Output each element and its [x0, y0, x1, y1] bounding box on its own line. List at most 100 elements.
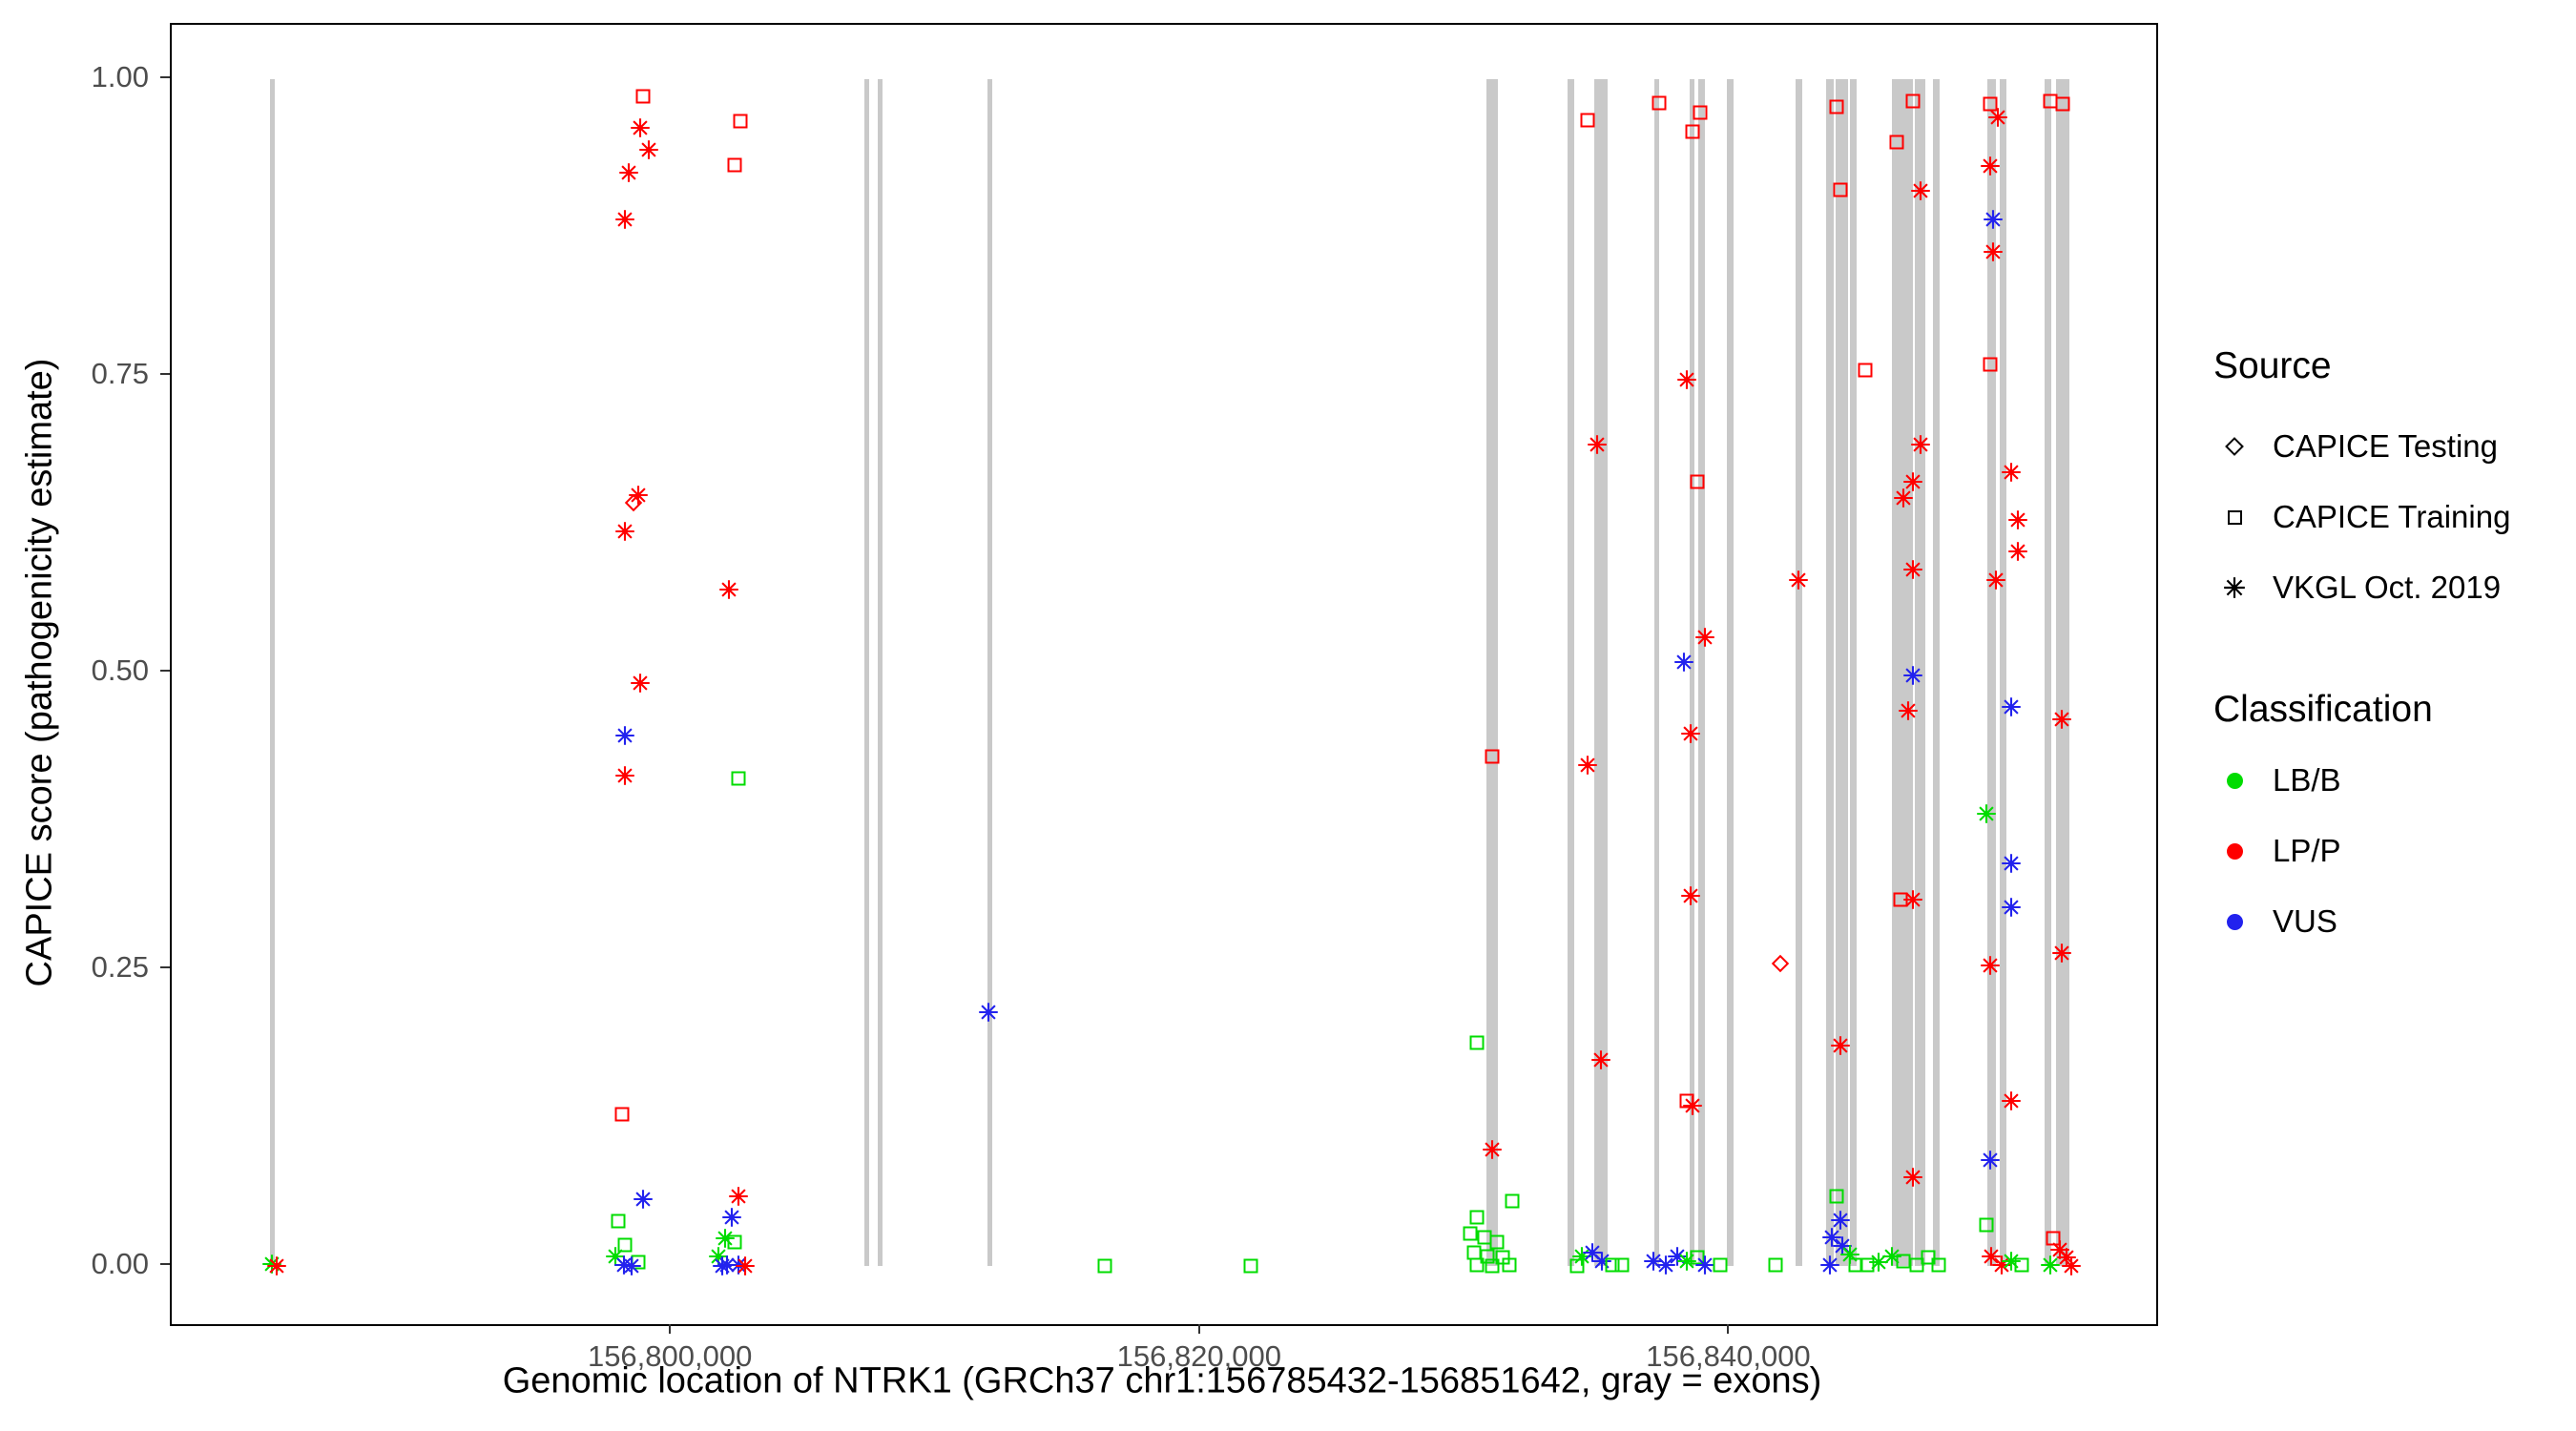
- asterisk-icon: [2213, 575, 2255, 600]
- data-point: [1858, 363, 1873, 378]
- legend-item-lpp: LP/P: [2213, 824, 2510, 878]
- data-point: [1829, 1189, 1844, 1204]
- y-axis: 0.00 0.25 0.50 0.75 1.00: [0, 23, 170, 1322]
- data-point: [1713, 1257, 1728, 1273]
- data-point: [2001, 696, 2023, 718]
- data-point: [1243, 1258, 1258, 1274]
- data-point: [628, 484, 650, 506]
- legend-item-lbb: LB/B: [2213, 754, 2510, 807]
- exon-bar: [2056, 79, 2070, 1267]
- data-point: [1502, 1257, 1517, 1273]
- data-point: [728, 1185, 750, 1207]
- vus-dot-icon: [2213, 913, 2255, 930]
- data-point: [1654, 1254, 1676, 1275]
- data-point: [1829, 1034, 1851, 1056]
- exon-bar: [1486, 79, 1499, 1267]
- data-point: [1694, 1254, 1716, 1275]
- exon-bar: [1850, 79, 1858, 1267]
- data-point: [1979, 1150, 2001, 1172]
- data-point: [2007, 508, 2029, 530]
- data-point: [1605, 1257, 1620, 1273]
- x-tick-mark: [1197, 1324, 1200, 1334]
- data-point: [637, 138, 659, 160]
- exon-bar: [1915, 79, 1925, 1267]
- data-point: [733, 114, 748, 129]
- exon-bar: [1836, 79, 1848, 1267]
- data-point: [1819, 1254, 1841, 1275]
- legend-item-label: VKGL Oct. 2019: [2273, 570, 2502, 605]
- data-point: [977, 1001, 999, 1023]
- data-point: [614, 725, 636, 747]
- data-point: [1485, 749, 1500, 764]
- data-point: [1768, 1257, 1783, 1273]
- data-point: [734, 1255, 756, 1277]
- data-point: [1979, 156, 2001, 177]
- data-point: [717, 579, 739, 601]
- exon-bar: [1698, 79, 1706, 1267]
- y-tick-label: 1.00: [91, 60, 149, 94]
- data-point: [2050, 708, 2072, 730]
- data-point: [1976, 803, 1998, 825]
- x-tick-label: 156,840,000: [1646, 1339, 1811, 1373]
- data-point: [633, 1189, 654, 1211]
- y-tick-mark: [160, 76, 170, 79]
- data-point: [1097, 1258, 1112, 1274]
- data-point: [1788, 570, 1810, 591]
- data-point: [1586, 434, 1608, 456]
- data-point: [1672, 651, 1694, 673]
- exon-bar: [1689, 79, 1695, 1267]
- y-tick-label: 0.00: [91, 1247, 149, 1281]
- data-point: [611, 1213, 626, 1229]
- lpp-dot-icon: [2213, 842, 2255, 860]
- exon-bar: [1933, 79, 1941, 1267]
- square-icon: [2213, 509, 2255, 525]
- x-tick-mark: [1727, 1324, 1730, 1334]
- data-point: [711, 1255, 733, 1277]
- data-point: [1485, 1258, 1500, 1274]
- data-point: [1896, 1254, 1911, 1269]
- data-point: [621, 1255, 643, 1277]
- exon-layer: [172, 25, 2156, 1324]
- data-point: [1889, 135, 1904, 150]
- data-point: [1898, 699, 1920, 721]
- x-axis: 156,800,000 156,820,000 156,840,000: [170, 1324, 2154, 1400]
- points-layer: [172, 25, 2156, 1324]
- exon-bar: [987, 79, 992, 1267]
- data-point: [2050, 942, 2072, 964]
- data-point: [617, 162, 639, 184]
- data-point: [629, 117, 651, 139]
- data-point: [265, 1255, 287, 1277]
- exon-bar: [863, 79, 869, 1267]
- plot-panel: [170, 23, 2158, 1326]
- data-point: [614, 765, 636, 787]
- data-point: [1679, 1093, 1694, 1109]
- data-point: [635, 89, 651, 104]
- data-point: [1652, 95, 1667, 111]
- data-point: [1690, 474, 1705, 489]
- data-point: [1681, 1095, 1703, 1117]
- data-point: [1983, 96, 1998, 112]
- y-tick-label: 0.75: [91, 357, 149, 391]
- data-point: [2001, 461, 2023, 483]
- data-point: [2014, 1257, 2029, 1273]
- data-point: [2055, 96, 2070, 112]
- legend-item-label: CAPICE Testing: [2273, 428, 2498, 464]
- data-point: [1909, 180, 1931, 202]
- data-point: [1693, 105, 1708, 120]
- data-point: [2001, 1090, 2023, 1112]
- legend-source-title: Source: [2213, 345, 2332, 386]
- y-tick-mark: [160, 670, 170, 673]
- exon-bar: [2000, 79, 2007, 1267]
- legend: Source CAPICE Testing CAPICE Training VK…: [2213, 345, 2510, 965]
- y-tick-mark: [160, 966, 170, 969]
- lbb-dot-icon: [2213, 772, 2255, 789]
- data-point: [1902, 470, 1924, 492]
- data-point: [1829, 99, 1844, 114]
- data-point: [1582, 1242, 1604, 1264]
- x-tick-label: 156,820,000: [1116, 1339, 1282, 1373]
- data-point: [1985, 570, 2007, 591]
- data-point: [1771, 954, 1790, 973]
- data-point: [1469, 1210, 1485, 1225]
- exon-bar: [1825, 79, 1835, 1267]
- data-point: [1463, 1226, 1478, 1241]
